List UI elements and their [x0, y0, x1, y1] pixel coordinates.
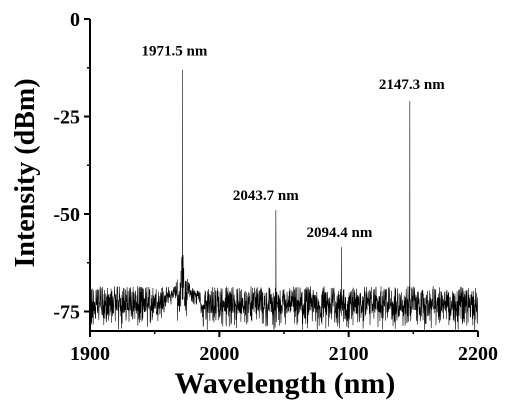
spectrum-series-line [90, 69, 478, 331]
peak-label: 2094.4 nm [307, 225, 373, 241]
y-tick-label: -75 [53, 302, 80, 324]
peak-label: 2147.3 nm [379, 77, 445, 93]
x-tick-label: 2100 [329, 343, 369, 365]
x-tick-label: 1900 [70, 343, 110, 365]
y-tick-label: -50 [53, 204, 80, 226]
axes [84, 18, 479, 337]
x-tick-label: 2200 [458, 343, 498, 365]
peak-label: 2043.7 nm [233, 188, 299, 204]
y-tick-label: -25 [53, 107, 80, 129]
tick-labels: 0 -25 -50 -75 1900 2000 2100 2200 [53, 9, 498, 365]
x-tick-label: 2000 [199, 343, 239, 365]
x-axis-label: Wavelength (nm) [175, 367, 396, 400]
y-tick-label: 0 [70, 9, 80, 31]
y-axis-label: Intensity (dBm) [10, 78, 41, 267]
peak-annotations: 1971.5 nm 2043.7 nm 2094.4 nm 2147.3 nm [142, 44, 446, 241]
plot-area [90, 69, 478, 331]
peak-label: 1971.5 nm [142, 44, 208, 60]
